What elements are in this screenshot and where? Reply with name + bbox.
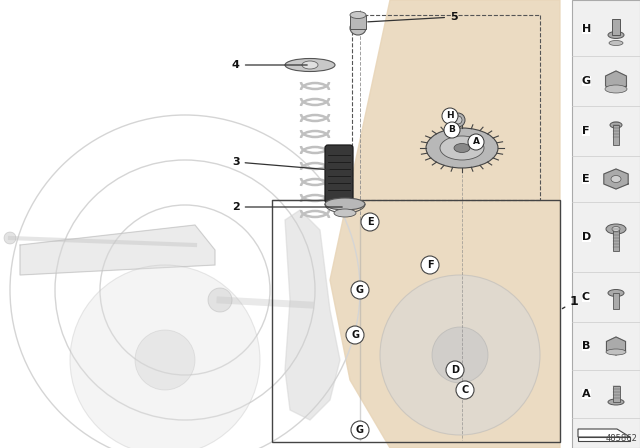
Ellipse shape: [606, 224, 626, 234]
FancyBboxPatch shape: [325, 145, 353, 203]
Circle shape: [361, 213, 379, 231]
Circle shape: [456, 381, 474, 399]
Text: H: H: [446, 112, 454, 121]
Text: B: B: [449, 125, 456, 134]
Text: F: F: [427, 260, 433, 270]
Bar: [612, 386, 620, 402]
Bar: [272, 200, 560, 442]
Circle shape: [70, 265, 260, 448]
Ellipse shape: [605, 85, 627, 93]
Ellipse shape: [608, 31, 624, 39]
Text: E: E: [582, 174, 589, 184]
Ellipse shape: [611, 176, 621, 182]
Text: A: A: [472, 138, 479, 146]
Circle shape: [432, 327, 488, 383]
Ellipse shape: [350, 12, 366, 18]
Circle shape: [351, 281, 369, 299]
Text: 485862: 485862: [605, 434, 637, 443]
Text: 3: 3: [232, 157, 329, 170]
Text: G: G: [582, 76, 591, 86]
Text: G: G: [356, 285, 364, 295]
Ellipse shape: [302, 61, 318, 69]
Text: B: B: [582, 341, 590, 351]
Polygon shape: [605, 71, 627, 91]
Circle shape: [421, 256, 439, 274]
Text: D: D: [582, 232, 591, 242]
Text: H: H: [582, 24, 591, 34]
Ellipse shape: [285, 59, 335, 72]
Polygon shape: [578, 437, 630, 441]
Polygon shape: [330, 0, 560, 448]
Text: 4: 4: [232, 60, 307, 70]
Ellipse shape: [454, 116, 462, 124]
Circle shape: [208, 288, 232, 312]
Text: 2: 2: [232, 202, 342, 212]
Text: F: F: [582, 126, 589, 136]
Polygon shape: [285, 210, 340, 420]
Circle shape: [135, 330, 195, 390]
Bar: [613, 125, 619, 145]
Ellipse shape: [334, 209, 356, 217]
Ellipse shape: [426, 128, 498, 168]
Text: C: C: [461, 385, 468, 395]
Circle shape: [444, 122, 460, 138]
Text: 1: 1: [563, 295, 579, 309]
Text: G: G: [351, 330, 359, 340]
Ellipse shape: [612, 227, 620, 232]
Circle shape: [442, 108, 458, 124]
Bar: [572, 0, 640, 448]
Text: D: D: [451, 365, 459, 375]
Text: E: E: [367, 217, 373, 227]
Text: G: G: [356, 425, 364, 435]
Ellipse shape: [609, 40, 623, 46]
Text: C: C: [582, 292, 590, 302]
Ellipse shape: [350, 21, 366, 35]
Bar: [613, 293, 619, 309]
Circle shape: [380, 275, 540, 435]
Circle shape: [468, 134, 484, 150]
Text: 5: 5: [368, 12, 458, 22]
Circle shape: [446, 361, 464, 379]
Polygon shape: [578, 429, 630, 437]
Polygon shape: [607, 337, 625, 355]
Ellipse shape: [610, 122, 622, 128]
Bar: [350, 15, 366, 29]
Ellipse shape: [608, 289, 624, 297]
Ellipse shape: [454, 143, 470, 152]
Bar: [612, 19, 620, 35]
Circle shape: [351, 421, 369, 439]
Polygon shape: [20, 225, 215, 275]
Text: A: A: [582, 389, 591, 399]
Ellipse shape: [606, 349, 626, 355]
Ellipse shape: [440, 136, 484, 160]
Polygon shape: [604, 169, 628, 189]
Ellipse shape: [325, 198, 365, 210]
Circle shape: [4, 232, 16, 244]
Ellipse shape: [608, 399, 624, 405]
Circle shape: [346, 326, 364, 344]
Ellipse shape: [451, 113, 465, 127]
Bar: [613, 229, 619, 251]
